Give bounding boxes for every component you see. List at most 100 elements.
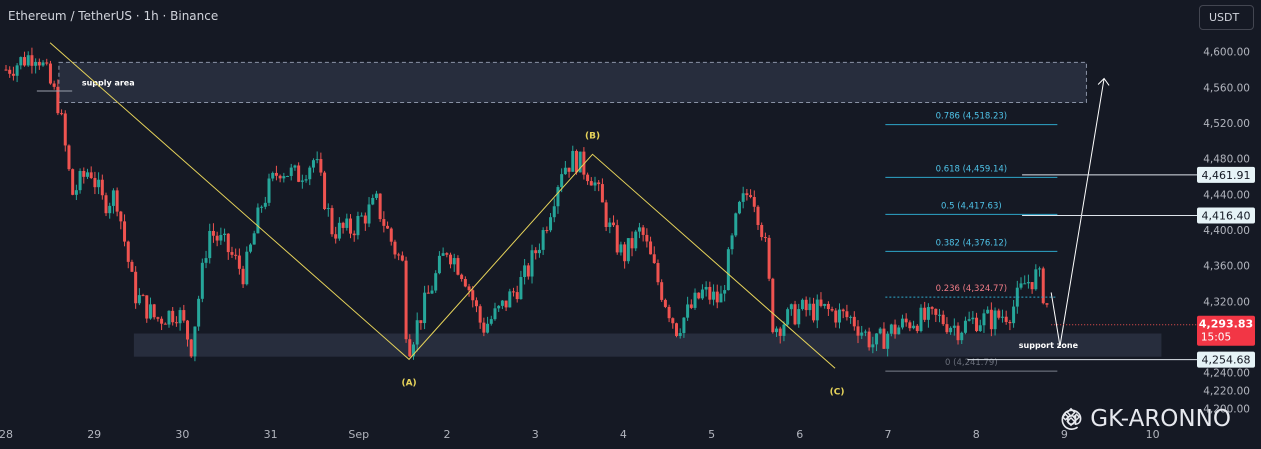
candle-body: [4, 69, 8, 71]
candle-body: [978, 325, 982, 332]
candle-body: [415, 320, 419, 345]
candle-body: [93, 178, 97, 188]
candle-body: [263, 202, 267, 207]
candle-body: [697, 292, 701, 299]
candle-body: [67, 145, 71, 170]
candle-body: [378, 193, 382, 220]
candle-body: [449, 254, 453, 265]
x-tick-label: 4: [620, 428, 627, 441]
candle-body: [530, 250, 534, 277]
candle-body: [1038, 268, 1042, 270]
candle-body: [304, 179, 308, 181]
candle-body: [411, 344, 415, 357]
candle-body: [767, 237, 771, 279]
candle-body: [78, 170, 82, 191]
x-tick-label: 7: [885, 428, 892, 441]
candle-body: [237, 255, 241, 269]
candle-body: [712, 291, 716, 300]
candle-body: [300, 180, 304, 182]
candle-body: [186, 320, 190, 340]
candle-body: [437, 255, 441, 274]
candle-body: [708, 286, 712, 300]
candle-body: [689, 304, 693, 308]
candle-body: [893, 324, 897, 335]
candle-body: [537, 249, 541, 254]
candle-body: [856, 326, 860, 336]
candle-body: [223, 233, 227, 236]
candle-body: [860, 332, 864, 336]
candle-body: [267, 178, 271, 203]
candle-body: [741, 193, 745, 202]
candle-body: [574, 150, 578, 173]
candle-body: [737, 201, 741, 214]
candle-body: [297, 165, 301, 182]
candle-body: [612, 222, 616, 226]
binance-logo-icon: [1061, 407, 1081, 427]
candle-body: [993, 310, 997, 330]
candle-body: [119, 211, 123, 222]
candle-body: [123, 221, 127, 242]
candle-body: [756, 206, 760, 225]
candle-body: [563, 167, 567, 175]
candle-body: [786, 309, 790, 325]
candle-body: [497, 305, 501, 309]
candle-body: [823, 303, 827, 306]
candle-body: [271, 172, 275, 179]
price-axis: [1192, 0, 1261, 449]
candle-body: [37, 61, 41, 66]
candle-body: [938, 314, 942, 316]
candle-body: [445, 253, 449, 255]
candle-body: [719, 293, 723, 303]
candle-body: [56, 86, 60, 114]
candle-body: [941, 314, 945, 325]
candle-body: [926, 307, 930, 320]
candle-body: [349, 218, 353, 234]
candle-body: [660, 282, 664, 300]
candle-body: [1015, 287, 1019, 307]
candle-body: [745, 193, 749, 196]
candle-body: [45, 62, 49, 64]
candle-body: [419, 320, 423, 324]
candle-body: [226, 233, 230, 253]
candle-body: [289, 167, 293, 176]
candle-body: [197, 298, 201, 327]
candle-body: [586, 174, 590, 182]
last-price-box: [1197, 315, 1255, 346]
x-tick-label: 9: [1061, 428, 1068, 441]
candle-body: [504, 300, 508, 308]
candle-body: [134, 271, 138, 304]
candle-body: [208, 230, 212, 259]
wave-label-c: (C): [830, 387, 845, 397]
candle-body: [178, 310, 182, 324]
candle-body: [889, 324, 893, 334]
candle-body: [882, 328, 886, 349]
last-price-text: 4,293.83: [1199, 318, 1253, 331]
candle-body: [949, 327, 953, 333]
candle-body: [8, 69, 12, 74]
candle-body: [460, 274, 464, 279]
candle-body: [308, 167, 312, 180]
candle-body: [141, 295, 145, 297]
candle-body: [878, 328, 882, 334]
supply-area-label: supply area: [82, 78, 135, 87]
x-tick-label: 8: [973, 428, 980, 441]
fib-label-0.5: 0.5 (4,417.63): [941, 201, 1002, 211]
candle-body: [397, 254, 401, 256]
support-zone: [133, 333, 1162, 357]
candle-body: [260, 206, 264, 208]
candle-body: [367, 204, 371, 224]
candle-body: [749, 195, 753, 198]
candle-body: [693, 292, 697, 308]
chart-title: Ethereum / TetherUS · 1h · Binance: [8, 9, 219, 23]
candle-body: [982, 313, 986, 326]
candle-body: [48, 63, 52, 84]
price-label-box: [1197, 351, 1255, 368]
candle-body: [60, 113, 64, 115]
candle-body: [252, 233, 256, 245]
currency-button[interactable]: USDT: [1199, 5, 1254, 30]
candle-body: [400, 255, 404, 261]
candle-body: [930, 307, 934, 309]
fib-label-0.786: 0.786 (4,518.23): [936, 112, 1008, 122]
x-tick-label: 28: [0, 428, 13, 441]
